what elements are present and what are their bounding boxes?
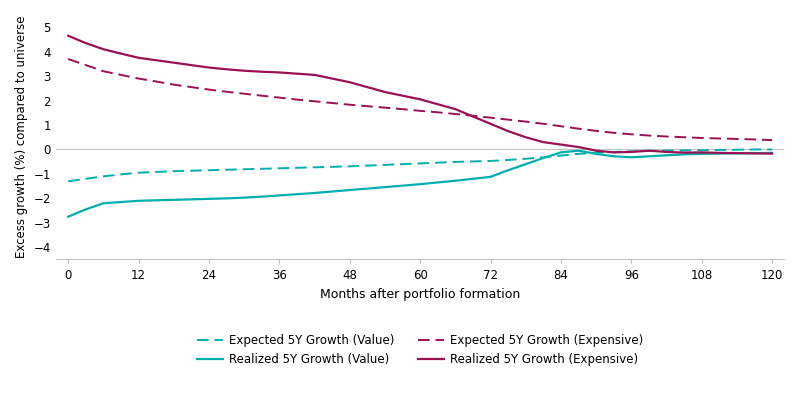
Legend: Expected 5Y Growth (Value), Realized 5Y Growth (Value), Expected 5Y Growth (Expe: Expected 5Y Growth (Value), Realized 5Y … bbox=[193, 329, 648, 371]
Y-axis label: Excess growth (%) compared to universe: Excess growth (%) compared to universe bbox=[15, 16, 28, 258]
X-axis label: Months after portfolio formation: Months after portfolio formation bbox=[320, 288, 520, 301]
